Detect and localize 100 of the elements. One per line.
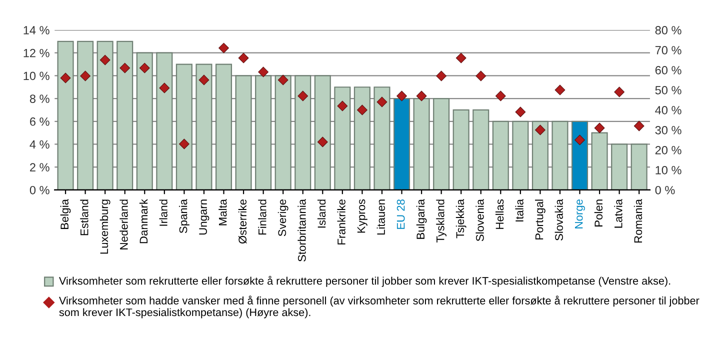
point: [535, 124, 546, 136]
x-tick-label: Irland: [159, 200, 168, 226]
point: [515, 106, 526, 118]
bar: [57, 40, 74, 190]
point: [120, 62, 130, 74]
bar: [433, 98, 450, 190]
bar: [611, 144, 628, 190]
point: [278, 74, 288, 86]
x-tick-label: Malta: [218, 198, 227, 226]
bar: [374, 86, 390, 190]
x-tick-label: Romania: [634, 198, 642, 243]
x-tick-label: Kypros: [357, 199, 368, 233]
point: [179, 138, 190, 150]
x-tick-label: EU 28: [396, 199, 405, 229]
point: [139, 62, 150, 74]
x-tick-label: Italia: [515, 198, 524, 222]
y2-tick-label: 10 %: [656, 166, 682, 174]
x-tick-label: Portugal: [535, 200, 546, 240]
y2-tick-label: 80 %: [655, 26, 682, 34]
point: [159, 82, 170, 94]
bar: [552, 120, 568, 190]
point: [416, 90, 427, 102]
bar: [196, 64, 212, 190]
point: [198, 74, 210, 86]
x-tick-label: Estland: [80, 200, 88, 236]
y2-tick-label: 20 %: [655, 146, 682, 154]
point: [456, 52, 466, 64]
point: [60, 72, 71, 84]
bar: [274, 75, 292, 190]
y2-tick-label: 50 %: [655, 86, 682, 94]
bar: [492, 120, 509, 190]
bar: [472, 109, 490, 190]
x-tick-label: Hellas: [495, 199, 504, 229]
y-tick-label: 12 %: [24, 48, 50, 58]
x-tick-label: Tsjekkia: [456, 198, 466, 238]
y2-tick-label: 70 %: [655, 46, 682, 54]
bar: [532, 120, 548, 190]
bar: [96, 40, 114, 190]
bar: [235, 75, 252, 190]
bar: [156, 52, 173, 190]
x-tick-label: Spania: [179, 198, 190, 234]
x-tick-label: Finland: [258, 200, 266, 234]
point: [337, 100, 348, 112]
point: [436, 70, 447, 82]
x-tick-label: Danmark: [139, 198, 148, 244]
y2-tick-label: 40 %: [655, 106, 682, 114]
bar: [314, 75, 331, 190]
y-tick-label: 8 %: [30, 94, 50, 103]
y-tick-label: 2 %: [30, 163, 50, 172]
y-tick-label: 6 %: [30, 117, 50, 126]
point: [80, 70, 90, 82]
bar: [630, 144, 648, 190]
x-tick-label: Slovenia: [476, 198, 484, 242]
legend-label: Virksomheter som hadde vansker med å finne personell (av virksomheter som rekrutterte eller forsøkte å rekruttere personer til jobber som krever IKT-spesialistkompetanse) (Høyre akse).: [59, 296, 700, 318]
y-tick-label: 14 %: [24, 26, 50, 34]
bar: [77, 40, 94, 190]
bar: [512, 120, 529, 190]
bar: [176, 64, 192, 190]
point: [574, 134, 585, 146]
bar: [294, 75, 312, 190]
bar: [393, 98, 410, 190]
x-tick-label: Norge: [574, 199, 585, 228]
bar: [571, 120, 588, 190]
x-tick-label: Ungarn: [199, 200, 210, 235]
x-tick-label: Bulgaria: [416, 198, 427, 239]
y-tick-label: 10 %: [24, 72, 50, 80]
x-tick-label: Østerrike: [238, 199, 247, 244]
x-tick-label: Storbritannia: [298, 198, 306, 262]
point: [634, 120, 644, 132]
y2-tick-label: 60 %: [655, 66, 682, 74]
point: [100, 54, 110, 66]
bar: [215, 64, 232, 190]
point: [238, 52, 249, 64]
bar: [354, 86, 370, 190]
x-tick-label: Slovakia: [554, 198, 563, 240]
x-tick-label: Tyskland: [436, 200, 446, 243]
point: [298, 90, 308, 102]
point: [396, 90, 407, 102]
x-tick-label: Island: [317, 200, 326, 228]
point: [614, 86, 625, 98]
x-tick-label: Latvia: [614, 198, 622, 228]
point: [495, 90, 506, 102]
bar: [334, 86, 351, 190]
bar: [116, 40, 134, 190]
y-tick-label: 4 %: [30, 140, 50, 149]
bar: [255, 75, 272, 190]
x-tick-label: Nederland: [120, 200, 128, 250]
bar: [413, 98, 430, 190]
x-tick-label: Litauen: [376, 200, 385, 235]
point: [258, 66, 268, 78]
x-tick-label: Sverige: [278, 199, 288, 236]
point: [476, 70, 486, 82]
point: [554, 84, 566, 96]
y2-tick-label: 30 %: [655, 126, 682, 134]
y2-tick-label: 0 %: [655, 186, 675, 194]
x-tick-label: Luxemburg: [100, 200, 110, 254]
bar: [591, 132, 608, 190]
point: [218, 42, 229, 54]
y-tick-label: 0 %: [30, 186, 50, 194]
bar: [136, 52, 153, 190]
